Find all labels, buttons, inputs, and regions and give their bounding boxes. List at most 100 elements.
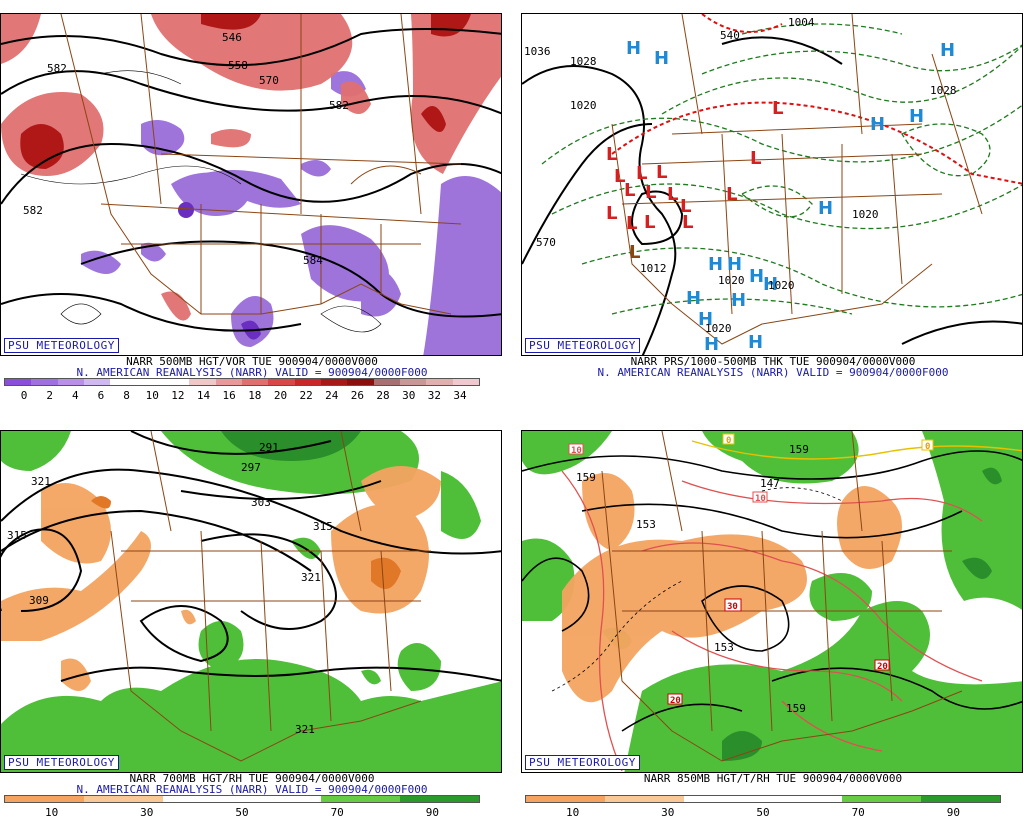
map-500mb: 546 558 570 582 582 582 584 (0, 13, 502, 356)
contour-label: 297 (241, 461, 261, 474)
contour-label: 582 (23, 204, 43, 217)
temp-label: 10 (755, 494, 766, 504)
color-bar-tick: 0 (20, 389, 28, 402)
color-bar-tick: 2 (46, 389, 53, 402)
contour-label: 321 (301, 571, 321, 584)
color-bar-ticks: 10 30 50 70 90 (4, 806, 480, 819)
caption-line-1: NARR PRS/1000-500MB THK TUE 900904/0000V… (630, 355, 916, 368)
color-bar-segment (189, 379, 216, 385)
map-700mb: 291 297 303 309 315 315 321 321 321 (0, 430, 502, 773)
contour-label: 321 (31, 475, 51, 488)
svg-text:H: H (940, 40, 955, 61)
color-bar-tick: 14 (196, 389, 211, 402)
color-bar-segment (526, 796, 605, 802)
contour-label: 546 (222, 31, 242, 44)
panel-500mb-vorticity: 546 558 570 582 582 582 584 PSU METEOROL… (0, 0, 504, 403)
color-bar-segment (921, 796, 1000, 802)
color-bar-segment (163, 796, 242, 802)
color-bar-tick: 32 (427, 389, 441, 402)
color-bar-segment (31, 379, 58, 385)
svg-text:H: H (727, 254, 742, 275)
contour-label: 1020 (768, 279, 795, 292)
color-bar-segment (763, 796, 842, 802)
panel-pressure-thickness: H H H H H H H H H H H H H H H L L L (521, 0, 1024, 403)
color-bar-tick: 70 (330, 806, 344, 819)
panel-700mb-rh: 291 297 303 309 315 315 321 321 321 PSU … (0, 417, 504, 820)
color-bar-tick: 10 (145, 389, 159, 402)
color-bar-segment (605, 796, 684, 802)
low-pressure-markers: L L L L L L L L L L L L L L L L (606, 98, 783, 263)
color-bar-tick: 22 (299, 389, 313, 402)
color-bar-segment (294, 379, 321, 385)
caption-line-1: NARR 700MB HGT/RH TUE 900904/0000V000 (129, 772, 375, 785)
color-bar-tick: 90 (425, 806, 440, 819)
psu-logo: PSU METEOROLOGY (4, 755, 119, 770)
svg-text:H: H (626, 38, 641, 59)
color-bar-tick: 6 (97, 389, 105, 402)
contour-label: 1028 (930, 84, 957, 97)
contour-label: 153 (714, 641, 734, 654)
color-bar-segment (684, 796, 763, 802)
psu-logo: PSU METEOROLOGY (4, 338, 119, 353)
contour-label: 1020 (718, 274, 745, 287)
color-bar-segment (373, 379, 400, 385)
color-bar-segment (426, 379, 453, 385)
color-bar-segment (5, 796, 84, 802)
svg-text:L: L (667, 184, 678, 205)
color-bar-segment (452, 379, 479, 385)
svg-text:L: L (644, 212, 655, 233)
color-bar-segment (241, 379, 269, 385)
contour-label: 558 (228, 59, 248, 72)
color-bar-segment (110, 379, 137, 385)
svg-text:H: H (654, 48, 669, 69)
color-bar (4, 378, 480, 386)
temp-label: 20 (877, 662, 888, 672)
color-bar-segment (399, 379, 427, 385)
svg-text:H: H (686, 288, 701, 309)
color-bar-tick: 30 (402, 389, 416, 402)
color-bar-tick: 4 (71, 389, 79, 402)
contour-label: 1020 (570, 99, 597, 112)
temp-label: 0 (925, 442, 930, 452)
svg-text:L: L (606, 203, 617, 224)
high-pressure-markers: H H H H H H H H H H H H H H H (626, 38, 955, 355)
contour-label: 1028 (570, 55, 597, 68)
svg-text:L: L (750, 148, 761, 169)
map-pressure: H H H H H H H H H H H H H H H L L L (521, 13, 1023, 356)
color-bar-segment (136, 379, 163, 385)
color-bar-tick: 12 (171, 389, 185, 402)
psu-logo: PSU METEOROLOGY (525, 338, 640, 353)
contour-label: 315 (313, 520, 333, 533)
svg-text:H: H (818, 198, 833, 219)
map-850mb: 147 153 153 159 159 159 10 10 30 20 20 0… (521, 430, 1023, 773)
svg-text:L: L (680, 196, 691, 217)
svg-text:H: H (763, 274, 778, 295)
contour-label: 582 (329, 99, 349, 112)
temp-label: 20 (670, 696, 681, 706)
svg-text:L: L (629, 242, 640, 263)
color-bar-tick: 8 (123, 389, 130, 402)
svg-text:L: L (656, 162, 667, 183)
color-bar-tick: 26 (350, 389, 365, 402)
color-bar-segment (321, 796, 400, 802)
color-bar-segment (83, 379, 111, 385)
contour-label: 159 (576, 471, 596, 484)
thickness-label: 570 (536, 236, 556, 249)
contour-label: 1036 (524, 45, 551, 58)
color-bar-ticks: 10 30 50 70 90 (525, 806, 1001, 819)
caption-line-2: N. AMERICAN REANALYSIS (NARR) VALID = 90… (76, 783, 428, 796)
color-bar-tick: 10 (565, 806, 580, 819)
color-bar-tick: 24 (325, 389, 339, 402)
contour-label: 1004 (788, 16, 815, 29)
color-bar-tick: 18 (248, 389, 262, 402)
svg-text:L: L (614, 166, 625, 187)
color-bar-segment (57, 379, 84, 385)
color-bar-tick: 16 (222, 389, 236, 402)
svg-text:H: H (704, 334, 719, 355)
thickness-label: 540 (720, 29, 740, 42)
color-bar-segment (162, 379, 190, 385)
caption-line-2: N. AMERICAN REANALYSIS (NARR) VALID = 90… (76, 366, 428, 379)
svg-text:H: H (731, 290, 746, 311)
color-bar-tick: 28 (376, 389, 390, 402)
color-bar-tick: 34 (453, 389, 467, 402)
